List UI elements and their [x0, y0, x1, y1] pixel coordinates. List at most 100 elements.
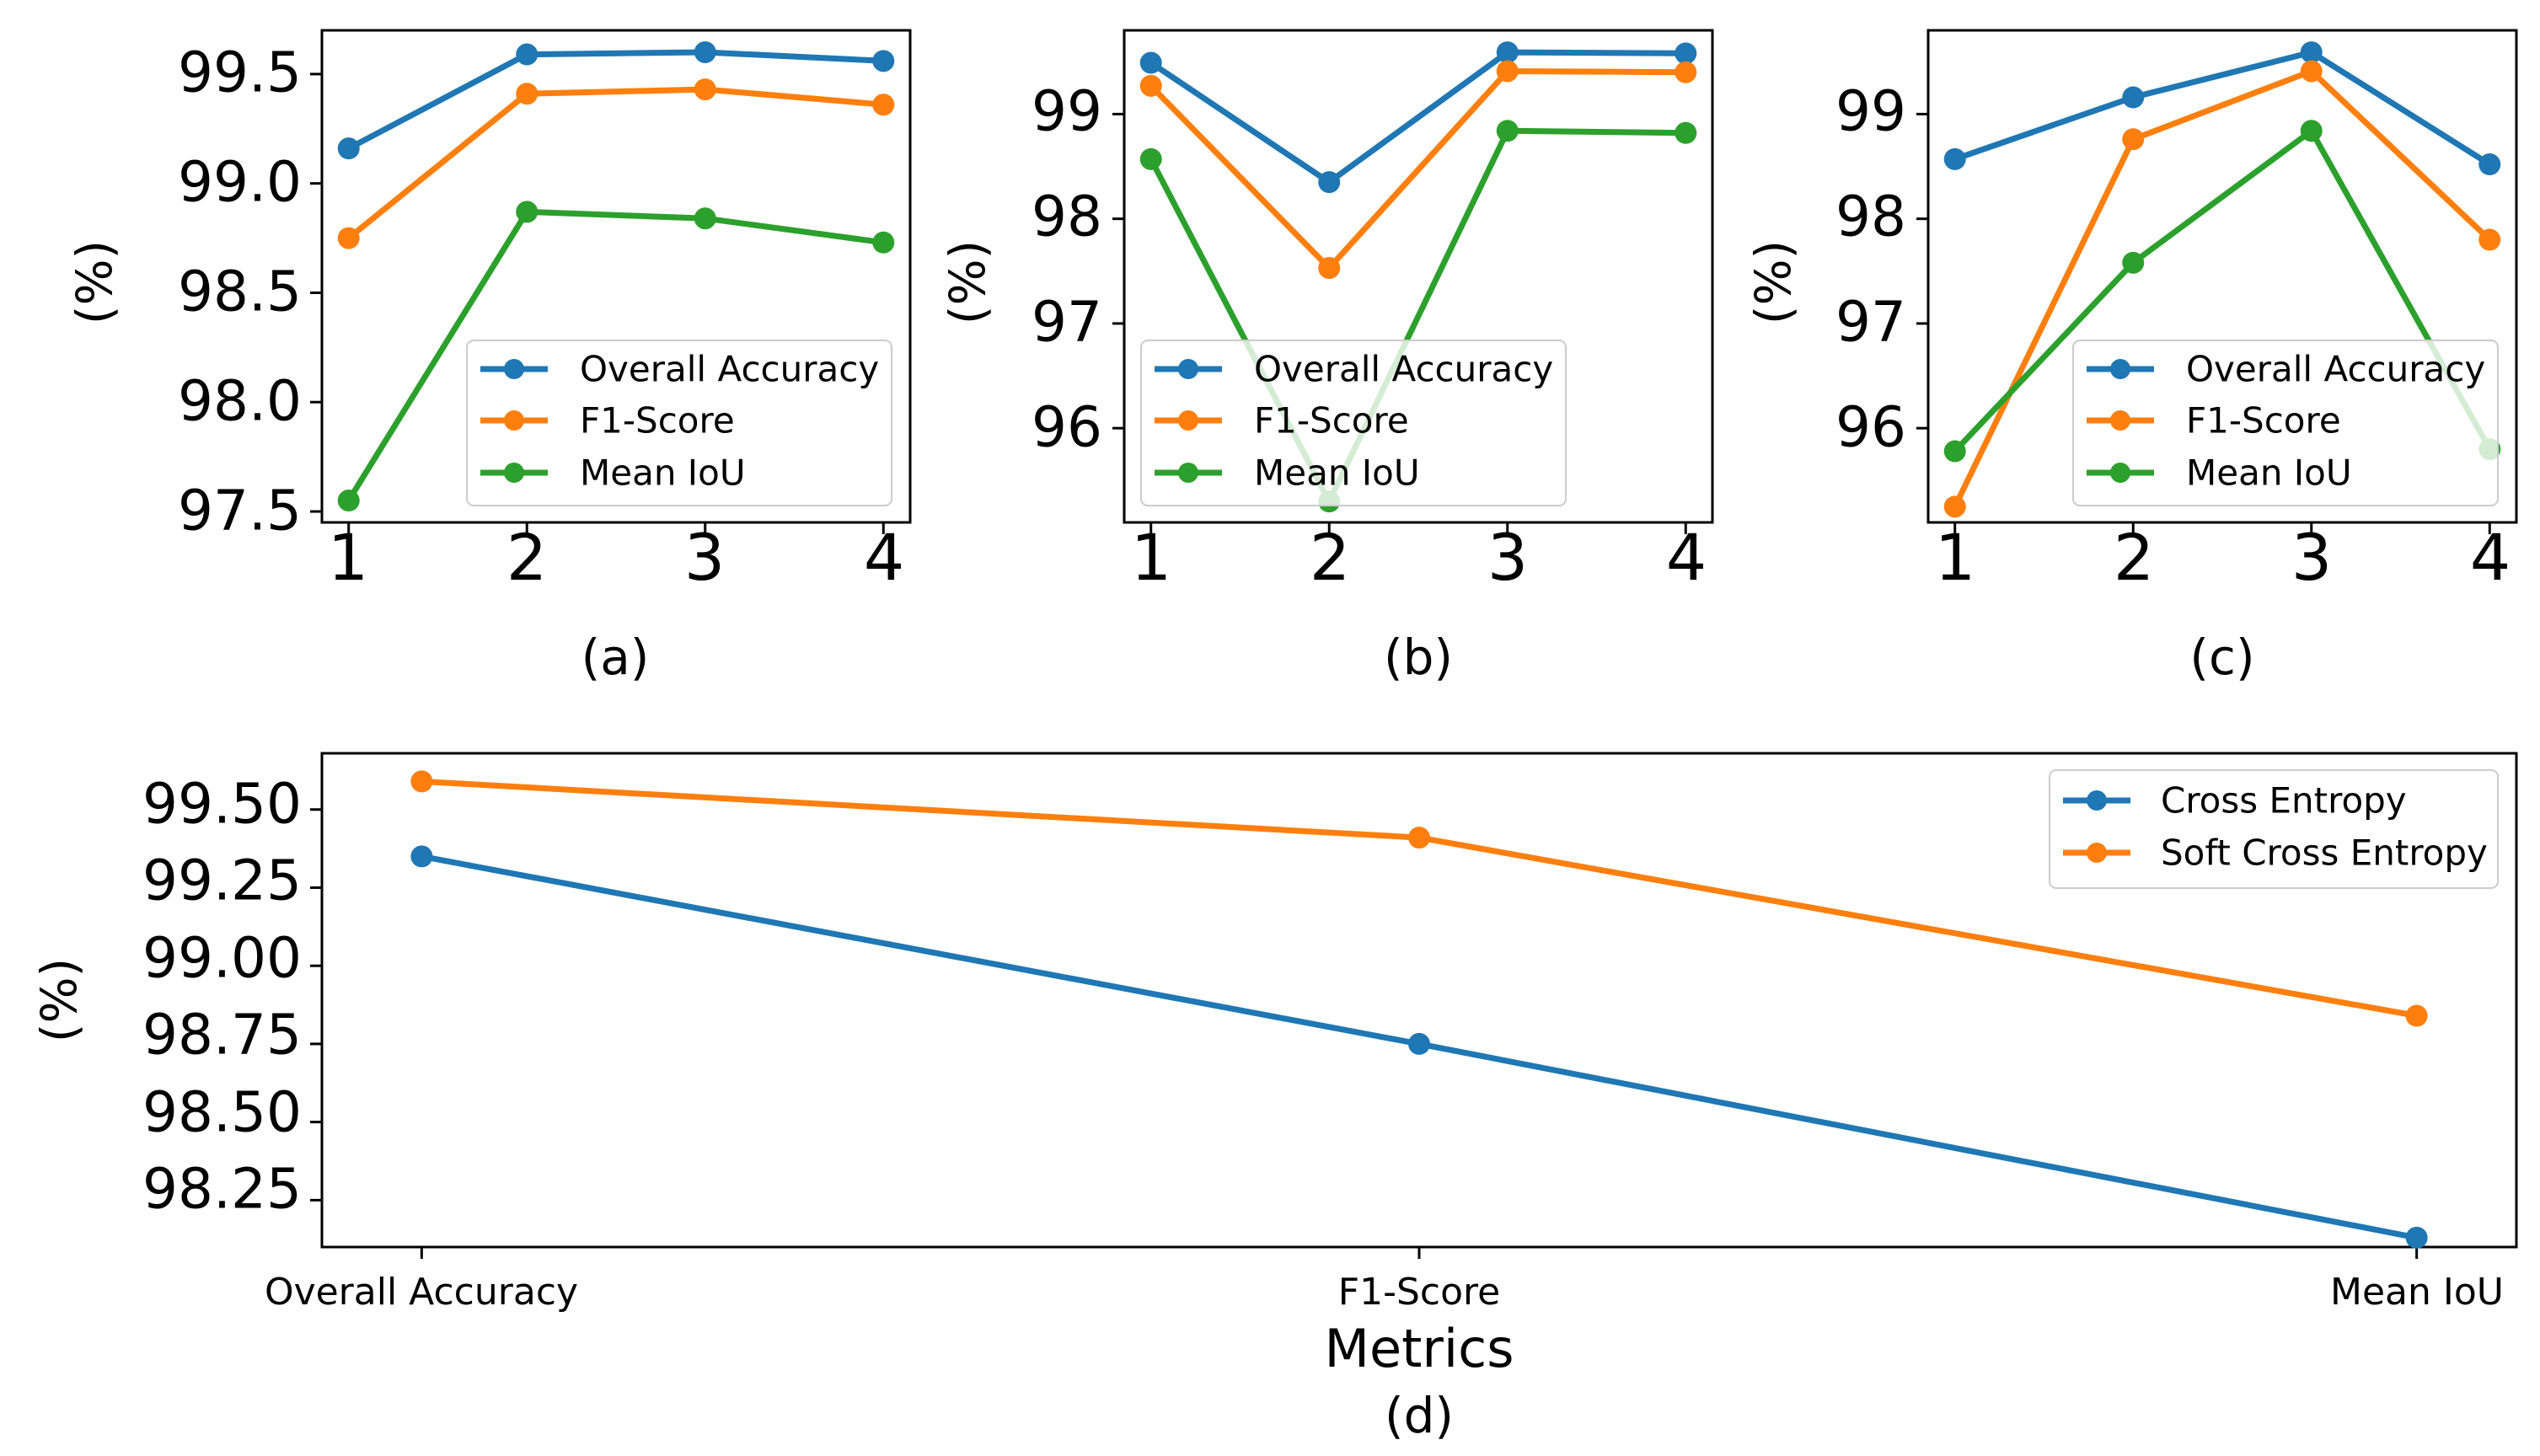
x-tick-label: Overall Accuracy: [265, 1271, 578, 1314]
legend-label-f1-score: F1-Score: [580, 400, 735, 442]
data-point-f1-score: [1496, 60, 1519, 83]
data-point-overall-accuracy: [2300, 41, 2323, 64]
data-point-mean-iou: [1139, 147, 1162, 170]
y-tick-label: 98.25: [142, 1157, 302, 1222]
data-point-cross-entropy: [2405, 1226, 2428, 1249]
y-tick-label: 99: [1835, 79, 1906, 144]
data-point-f1-score: [872, 94, 895, 116]
y-tick-labels-d: 99.50 99.25 99.00 98.75 98.50 98.25: [142, 772, 302, 1222]
series-line-f1-score: [346, 86, 887, 242]
data-point-overall-accuracy: [516, 43, 539, 66]
y-tick-labels-c: 99 98 97 96: [1835, 79, 1906, 460]
legend-marker-mean-iou: [2110, 463, 2130, 483]
legend-marker-mean-iou: [504, 463, 524, 483]
data-point-overall-accuracy: [1139, 51, 1162, 74]
plot-marks-a: [310, 40, 895, 534]
data-point-mean-iou: [337, 490, 360, 512]
legend-label-overall-accuracy: Overall Accuracy: [2186, 349, 2485, 390]
data-point-overall-accuracy: [1675, 42, 1697, 65]
y-tick-label: 99.50: [142, 772, 302, 837]
legend-marker-overall-accuracy: [2110, 359, 2130, 379]
data-point-mean-iou: [872, 231, 895, 254]
y-tick-label: 98.50: [142, 1080, 302, 1145]
legend-label-cross-entropy: Cross Entropy: [2161, 780, 2407, 822]
caption-c: (c): [2189, 629, 2254, 686]
y-tick-label: 98.5: [178, 260, 302, 324]
series-line-f1-score: [1952, 68, 2493, 510]
data-point-mean-iou: [2300, 120, 2323, 142]
legend-box: [1140, 340, 1567, 506]
series-line-mean-iou: [1952, 127, 2493, 454]
series-line-overall-accuracy: [1148, 49, 1689, 185]
plot-marks-c: [1916, 41, 2501, 534]
plot-frame-c: [1926, 29, 2518, 524]
x-axis-label-d: Metrics: [1324, 1318, 1514, 1379]
data-point-f1-score: [516, 83, 539, 105]
series-line-overall-accuracy: [346, 49, 887, 152]
legend-label-mean-iou: Mean IoU: [1254, 452, 1420, 494]
legend-a: Overall Accuracy F1-Score Mean IoU: [466, 340, 892, 506]
y-tick-labels-b: 99 98 97 96: [1032, 79, 1102, 460]
data-point-f1-score: [1675, 61, 1697, 83]
panel-d: 99.50 99.25 99.00 98.75 98.50 98.25 Over…: [30, 752, 2518, 1444]
legend-marker-f1-score: [504, 410, 524, 431]
y-tick-label: 98: [1835, 185, 1906, 249]
legend-b: Overall Accuracy F1-Score Mean IoU: [1140, 340, 1567, 506]
y-tick-label: 99.0: [178, 150, 302, 215]
panel-c: 99 98 97 96 1 2 3 4 (%) (c) Overall Accu…: [1744, 29, 2518, 686]
legend-label-f1-score: F1-Score: [2186, 400, 2341, 442]
x-tick-labels-c: 1 2 3 4: [1935, 520, 2511, 595]
panel-a: 99.5 99.0 98.5 98.0 97.5 1 2 3 4 (%) (a)…: [66, 29, 912, 686]
data-point-f1-score: [1318, 257, 1341, 280]
data-point-mean-iou: [1675, 121, 1697, 144]
legend-label-soft-cross-entropy: Soft Cross Entropy: [2161, 832, 2488, 874]
legend-label-mean-iou: Mean IoU: [2186, 452, 2352, 494]
data-point-overall-accuracy: [694, 40, 716, 63]
y-tick-label: 99: [1032, 79, 1102, 144]
panel-b: 99 98 97 96 1 2 3 4 (%) (b) Overall Accu…: [939, 29, 1714, 686]
data-point-f1-score: [694, 78, 716, 101]
data-point-f1-score: [2300, 60, 2323, 83]
legend-box: [466, 340, 892, 506]
data-point-mean-iou: [694, 207, 716, 230]
data-point-mean-iou: [2122, 251, 2145, 274]
legend-box: [2049, 769, 2499, 889]
data-point-mean-iou: [516, 201, 539, 223]
plot-marks-b: [1112, 41, 1697, 534]
y-axis-label-b: (%): [939, 240, 996, 324]
series-line-mean-iou: [1148, 127, 1689, 505]
legend-c: Overall Accuracy F1-Score Mean IoU: [2072, 340, 2499, 506]
y-tick-label: 99.00: [142, 926, 302, 991]
legend-marker-mean-iou: [1178, 463, 1198, 483]
y-tick-label: 99.25: [142, 848, 302, 913]
legend-label-mean-iou: Mean IoU: [580, 452, 746, 494]
data-point-f1-score: [1139, 74, 1162, 97]
data-point-mean-iou: [1496, 120, 1519, 142]
caption-b: (b): [1384, 629, 1453, 686]
legend-box: [2072, 340, 2499, 506]
x-tick-labels-a: 1 2 3 4: [328, 520, 904, 595]
data-point-f1-score: [2478, 228, 2501, 251]
y-tick-label: 98.0: [178, 369, 302, 434]
data-point-overall-accuracy: [872, 50, 895, 72]
y-tick-label: 96: [1032, 395, 1102, 460]
legend-label-overall-accuracy: Overall Accuracy: [580, 349, 879, 390]
legend-marker-cross-entropy: [2087, 790, 2107, 811]
y-tick-label: 97: [1032, 290, 1102, 355]
plot-marks-d: [310, 770, 2428, 1259]
data-point-f1-score: [1943, 495, 1966, 518]
legend-marker-f1-score: [1178, 410, 1198, 431]
data-point-f1-score: [337, 227, 360, 249]
y-tick-label: 97: [1835, 290, 1906, 355]
legend-label-f1-score: F1-Score: [1254, 400, 1409, 442]
legend-label-overall-accuracy: Overall Accuracy: [1254, 349, 1553, 390]
x-tick-labels-b: 1 2 3 4: [1131, 520, 1707, 595]
series-line-f1-score: [1148, 68, 1689, 271]
y-axis-label-a: (%): [66, 240, 123, 324]
legend-marker-overall-accuracy: [504, 359, 524, 379]
plot-frame-a: [320, 29, 912, 524]
data-point-cross-entropy: [1408, 1032, 1430, 1055]
y-tick-label: 98.75: [142, 1003, 302, 1068]
series-line-overall-accuracy: [1952, 49, 2493, 168]
